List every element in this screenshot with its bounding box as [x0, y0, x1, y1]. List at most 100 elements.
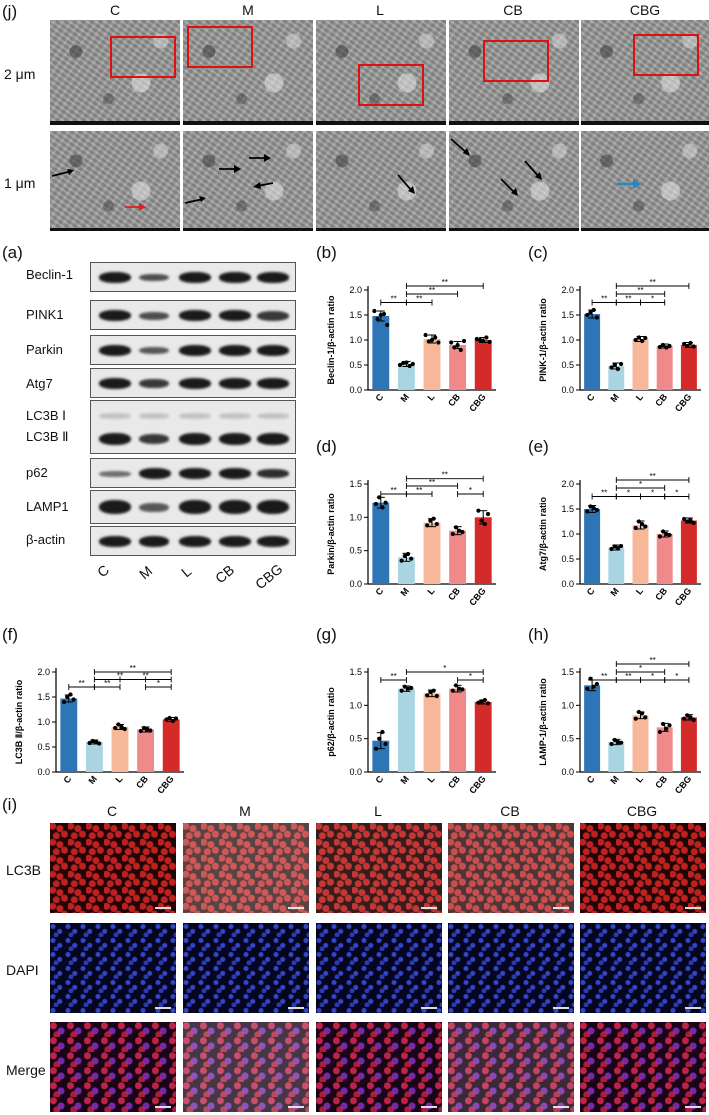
data-point — [122, 726, 127, 732]
data-point — [383, 500, 388, 505]
data-point — [399, 688, 404, 693]
bar-m — [85, 742, 103, 772]
sig-label: * — [469, 672, 472, 681]
bar-l — [111, 727, 129, 772]
data-point — [664, 531, 669, 537]
sig-label: ** — [104, 679, 110, 688]
y-tick-label: 2.0 — [561, 479, 574, 489]
panel-label-b: (b) — [316, 243, 337, 262]
data-point — [173, 716, 179, 721]
fl-col-label-l: L — [374, 803, 382, 819]
fl-image-c-dapi — [50, 923, 176, 1013]
y-tick-label: 0.5 — [349, 546, 362, 556]
data-point — [452, 345, 457, 350]
y-axis-label: LAMP-1/β-actin ratio — [538, 678, 548, 766]
sig-label: * — [639, 480, 642, 489]
fl-image-cb-lc3b — [448, 823, 574, 913]
data-point — [425, 523, 430, 528]
data-point — [97, 741, 102, 746]
data-point — [594, 681, 599, 687]
tem-row-label-2um: 2 μm — [4, 66, 36, 82]
data-point — [381, 311, 387, 317]
wb-label-pink1: PINK1 — [26, 307, 64, 322]
bar-c — [372, 316, 390, 390]
x-tick-label: C — [585, 773, 597, 785]
data-point — [482, 697, 487, 703]
data-point — [431, 688, 436, 693]
scale-bar — [449, 228, 579, 231]
data-point — [407, 363, 412, 369]
data-point — [612, 737, 617, 743]
data-point — [588, 310, 593, 315]
x-tick-label: M — [608, 392, 620, 404]
data-point — [474, 336, 479, 342]
data-point — [643, 524, 648, 529]
scale-bar — [183, 228, 313, 231]
y-axis-label: Atg7/β-actin ratio — [538, 496, 548, 571]
data-point — [385, 322, 390, 328]
data-point — [588, 676, 593, 681]
data-point — [685, 713, 690, 718]
sig-label: ** — [649, 278, 655, 287]
x-tick-label: CBG — [467, 392, 488, 414]
sig-label: ** — [117, 672, 123, 681]
data-point — [167, 715, 172, 721]
y-tick-label: 1.0 — [349, 335, 362, 345]
wb-lane-label-c: C — [94, 561, 113, 581]
data-point — [399, 558, 404, 563]
data-point — [457, 528, 462, 533]
data-point — [688, 715, 693, 720]
data-point — [643, 715, 648, 720]
sig-label: * — [675, 489, 678, 498]
fl-image-cb-dapi — [448, 923, 574, 1013]
data-point — [476, 700, 481, 705]
wb-label-atg7: Atg7 — [26, 376, 53, 391]
data-point — [61, 699, 67, 705]
sig-label: ** — [649, 656, 655, 665]
data-point — [609, 365, 614, 370]
data-point — [612, 544, 617, 549]
data-point — [401, 360, 406, 366]
data-point — [460, 687, 465, 692]
data-point — [615, 545, 620, 551]
fl-image-l-lc3b — [316, 823, 442, 913]
bar-cbg — [162, 719, 180, 772]
tem-image-cbg-1um — [581, 131, 709, 231]
tem-col-label-cbg: CBG — [629, 2, 661, 18]
sig-label: ** — [390, 295, 396, 304]
x-tick-label: CBG — [673, 774, 694, 796]
x-tick-label: M — [398, 774, 410, 786]
data-point — [667, 723, 672, 728]
sig-label: ** — [78, 679, 84, 688]
wb-label-lc3b2: LC3B Ⅱ — [26, 429, 69, 444]
data-point — [428, 689, 433, 695]
bar-m — [397, 557, 415, 584]
bar-c — [584, 509, 601, 584]
scale-bar — [449, 121, 579, 125]
tem-image-c-2um — [50, 20, 180, 125]
chart-lamp1: LAMP-1/β-actin ratio 0.0 0.5 1.0 1.5 C M L CB CBG… — [538, 656, 701, 796]
sig-label: * — [443, 664, 446, 673]
data-point — [484, 335, 489, 340]
data-point — [594, 507, 599, 513]
data-point — [373, 746, 379, 751]
data-point — [434, 693, 439, 699]
roi-box — [110, 36, 176, 78]
panel-label-f: (f) — [2, 625, 19, 644]
scale-bar — [316, 228, 446, 231]
x-tick-label: CBG — [467, 774, 488, 796]
x-tick-label: CB — [446, 773, 462, 790]
wb-label-beta-actin: β-actin — [26, 532, 66, 547]
data-point — [409, 556, 414, 561]
data-point — [380, 505, 385, 510]
bar-cbg — [680, 717, 697, 772]
data-point — [428, 518, 433, 523]
x-tick-label: L — [634, 773, 646, 784]
data-point — [457, 686, 462, 691]
data-point — [487, 339, 492, 345]
y-tick-label: 1.0 — [561, 529, 574, 539]
fl-image-l-dapi — [316, 923, 442, 1013]
data-point — [436, 340, 441, 345]
fl-col-label-cbg: CBG — [626, 803, 658, 819]
sig-label: ** — [416, 295, 422, 304]
